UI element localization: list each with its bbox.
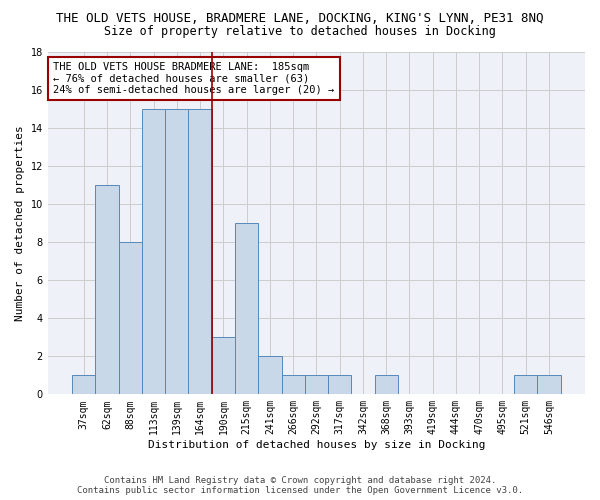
- Bar: [305, 376, 328, 394]
- Bar: [95, 185, 119, 394]
- Text: THE OLD VETS HOUSE, BRADMERE LANE, DOCKING, KING'S LYNN, PE31 8NQ: THE OLD VETS HOUSE, BRADMERE LANE, DOCKI…: [56, 12, 544, 26]
- Text: Size of property relative to detached houses in Docking: Size of property relative to detached ho…: [104, 25, 496, 38]
- Bar: [212, 337, 235, 394]
- Bar: [514, 376, 538, 394]
- Bar: [142, 108, 165, 395]
- Bar: [119, 242, 142, 394]
- Bar: [328, 376, 351, 394]
- Bar: [374, 376, 398, 394]
- Text: Contains HM Land Registry data © Crown copyright and database right 2024.
Contai: Contains HM Land Registry data © Crown c…: [77, 476, 523, 495]
- Bar: [538, 376, 560, 394]
- Bar: [188, 108, 212, 395]
- Text: THE OLD VETS HOUSE BRADMERE LANE:  185sqm
← 76% of detached houses are smaller (: THE OLD VETS HOUSE BRADMERE LANE: 185sqm…: [53, 62, 334, 95]
- X-axis label: Distribution of detached houses by size in Docking: Distribution of detached houses by size …: [148, 440, 485, 450]
- Bar: [281, 376, 305, 394]
- Bar: [165, 108, 188, 395]
- Bar: [235, 223, 258, 394]
- Y-axis label: Number of detached properties: Number of detached properties: [15, 125, 25, 321]
- Bar: [258, 356, 281, 395]
- Bar: [72, 376, 95, 394]
